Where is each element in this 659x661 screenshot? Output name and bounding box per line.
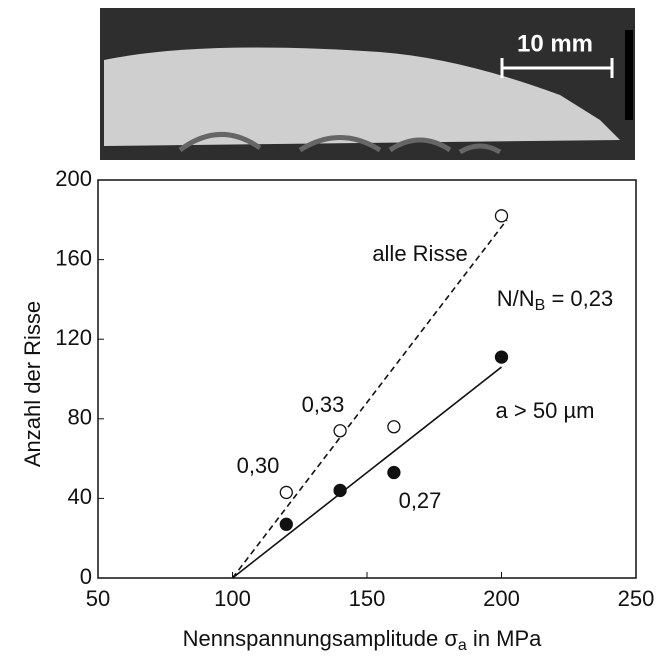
annotation-part: B <box>535 297 546 314</box>
data-point <box>279 517 293 531</box>
y-tick-label: 0 <box>80 564 92 589</box>
x-axis-label-part: in MPa <box>467 626 542 651</box>
data-point <box>333 424 347 438</box>
x-axis-label-part: a <box>458 637 467 654</box>
annotation: N/NB = 0,23 <box>497 286 613 314</box>
y-axis-label: Anzahl der Risse <box>20 301 45 467</box>
annotation: 0,33 <box>302 392 345 417</box>
x-tick-label: 100 <box>214 586 251 611</box>
annotation-part: = 0,23 <box>545 286 613 311</box>
data-point <box>333 483 347 498</box>
x-tick-label: 200 <box>483 586 520 611</box>
fit-line <box>232 366 502 579</box>
y-tick-label: 160 <box>55 245 92 270</box>
photo-edge <box>625 30 633 120</box>
data-point <box>279 485 293 500</box>
y-tick-label: 40 <box>68 484 92 509</box>
photo-weld <box>178 132 502 155</box>
data-point <box>387 465 401 480</box>
annotation: 0,30 <box>237 453 280 478</box>
specimen-photo: 10 mm <box>100 8 635 160</box>
annotation-part: N/N <box>497 286 535 311</box>
data-point <box>387 420 401 434</box>
annotation: 0,27 <box>399 488 442 513</box>
data-point <box>494 209 509 223</box>
plot-frame <box>97 179 637 579</box>
y-tick-label: 80 <box>68 405 92 430</box>
y-tick-label: 200 <box>55 166 92 191</box>
photo-surface <box>104 47 620 146</box>
x-axis-label: Nennspannungsamplitude σa in MPa <box>183 626 543 654</box>
y-tick-label: 120 <box>55 325 92 350</box>
fit-line <box>231 219 508 579</box>
x-tick-label: 50 <box>86 586 110 611</box>
x-axis-label-part: Nennspannungsamplitude σ <box>183 626 459 651</box>
scale-label: 10 mm <box>517 30 593 57</box>
x-tick-label: 250 <box>618 586 655 611</box>
series-label: a > 50 µm <box>496 398 595 423</box>
series-label: alle Risse <box>372 241 467 266</box>
x-tick-label: 150 <box>349 586 386 611</box>
data-point <box>494 350 509 364</box>
